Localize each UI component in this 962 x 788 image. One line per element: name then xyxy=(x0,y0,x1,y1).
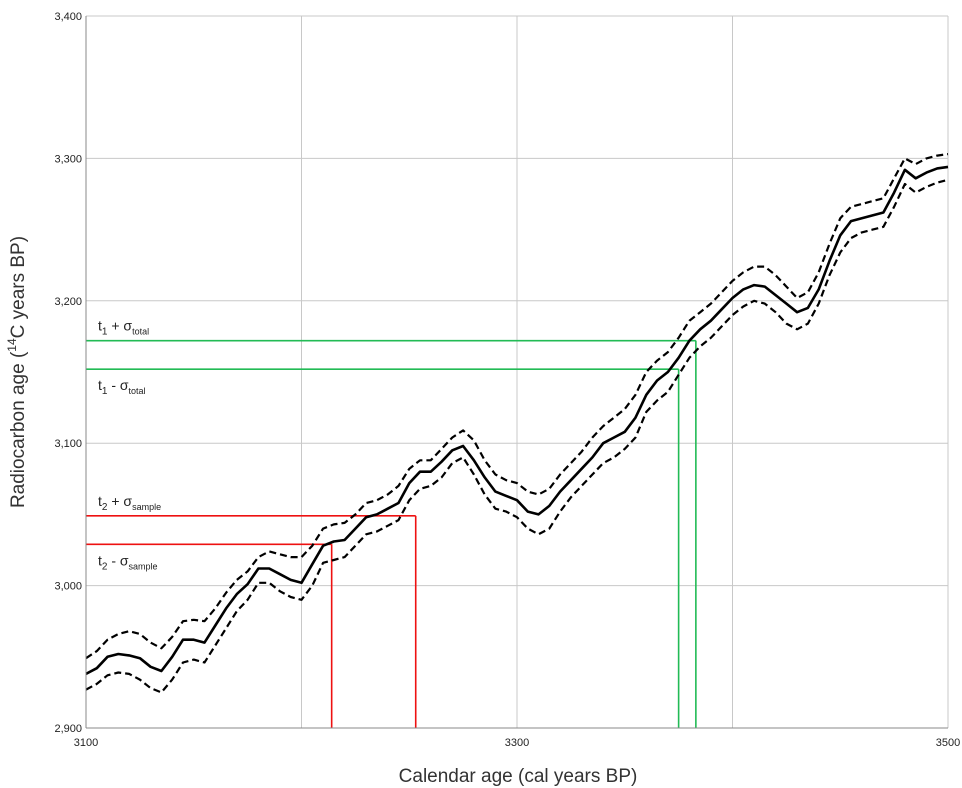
series-line-mean xyxy=(85,165,949,676)
ref-label-sub: 1 xyxy=(102,386,108,397)
y-tick-label: 3,200 xyxy=(54,296,82,308)
ref-label-sigma-sub: sample xyxy=(129,561,158,571)
ref-label-1: t1 - σtotal xyxy=(98,377,146,397)
ref-label-3: t2 - σsample xyxy=(98,552,158,572)
y-axis-title: Radiocarbon age (14C years BP) xyxy=(5,236,29,508)
ref-label-op: + σ xyxy=(107,318,132,334)
grid-lines xyxy=(85,15,949,729)
series-line-upper-bound xyxy=(85,153,949,660)
ref-label-op: - σ xyxy=(107,377,128,393)
tick-labels: 2,900 3,000 3,100 3,200 3,300 3,400 3100 3300 35… xyxy=(54,11,960,749)
ref-label-main: t xyxy=(98,552,102,568)
ref-label-2: t2 + σsample xyxy=(98,493,161,513)
ref-label-sigma-sub: total xyxy=(129,386,146,396)
ref-label-sub: 1 xyxy=(102,327,108,338)
x-axis-title: Calendar age (cal years BP) xyxy=(399,766,638,787)
calibration-curve xyxy=(85,153,949,694)
ref-label-main: t xyxy=(98,377,102,393)
y-axis-title-sup: 14 xyxy=(5,338,19,352)
ref-label-0: t1 + σtotal xyxy=(98,318,149,338)
y-tick-label: 2,900 xyxy=(54,723,82,735)
y-tick-label: 3,000 xyxy=(54,581,82,593)
y-tick-label: 3,300 xyxy=(54,153,82,165)
ref-label-sigma-sub: sample xyxy=(132,502,161,512)
y-tick-label: 3,400 xyxy=(54,11,82,23)
y-tick-label: 3,100 xyxy=(54,438,82,450)
x-tick-label: 3500 xyxy=(936,737,960,749)
y-axis-title-post: C years BP) xyxy=(8,236,29,338)
ref-label-op: + σ xyxy=(107,493,132,509)
axes xyxy=(85,16,948,729)
y-axis-title-pre: Radiocarbon age ( xyxy=(8,351,29,508)
ref-label-sub: 2 xyxy=(102,561,108,572)
ref-label-op: - σ xyxy=(107,552,128,568)
ref-label-sub: 2 xyxy=(102,502,108,513)
series-line-lower-bound xyxy=(85,178,949,694)
ref-label-main: t xyxy=(98,493,102,509)
ref-label-main: t xyxy=(98,318,102,334)
x-tick-label: 3100 xyxy=(74,737,98,749)
ref-label-sigma-sub: total xyxy=(132,327,149,337)
reference-lines xyxy=(86,339,697,728)
x-tick-label: 3300 xyxy=(505,737,529,749)
